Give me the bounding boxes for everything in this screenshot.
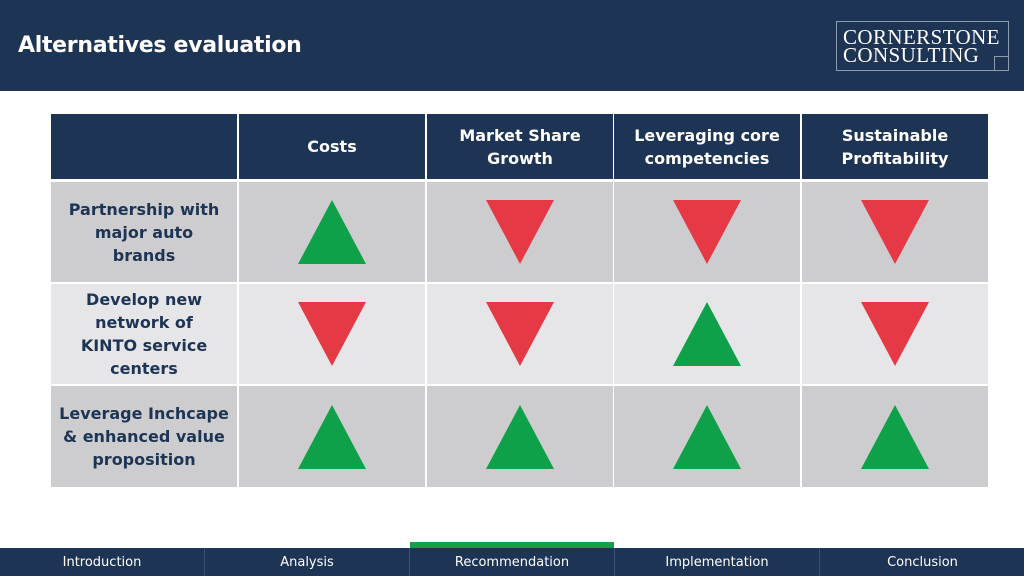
up-triangle-icon bbox=[486, 404, 554, 469]
nav-tab-analysis[interactable]: Analysis bbox=[205, 548, 410, 576]
company-logo: CORNERSTONE CONSULTING bbox=[836, 21, 1009, 71]
nav-tab-recommendation[interactable]: Recommendation bbox=[410, 548, 615, 576]
rating-cell bbox=[239, 284, 425, 384]
rating-cell bbox=[614, 386, 800, 487]
nav-tab-implementation[interactable]: Implementation bbox=[615, 548, 820, 576]
up-triangle-icon bbox=[298, 404, 366, 469]
rating-cell bbox=[427, 182, 613, 282]
evaluation-table: Costs Market Share Growth Leveraging cor… bbox=[51, 114, 988, 487]
active-section-indicator bbox=[410, 542, 614, 548]
column-header-leveraging-core-competencies: Leveraging core competencies bbox=[614, 114, 800, 179]
down-triangle-icon bbox=[673, 200, 741, 264]
rating-cell bbox=[427, 386, 613, 487]
up-triangle-icon bbox=[673, 404, 741, 469]
rating-cell bbox=[239, 386, 425, 487]
down-triangle-icon bbox=[486, 200, 554, 264]
table-corner-cell bbox=[51, 114, 237, 179]
row-label-kinto-service-centers: Develop new network of KINTO service cen… bbox=[51, 284, 237, 384]
row-label-partnership: Partnership with major auto brands bbox=[51, 182, 237, 282]
rating-cell bbox=[427, 284, 613, 384]
rating-cell bbox=[614, 284, 800, 384]
rating-cell bbox=[802, 182, 988, 282]
rating-cell bbox=[239, 182, 425, 282]
column-header-market-share-growth: Market Share Growth bbox=[427, 114, 613, 179]
rating-cell bbox=[802, 386, 988, 487]
nav-tab-introduction[interactable]: Introduction bbox=[0, 548, 205, 576]
page-title: Alternatives evaluation bbox=[18, 33, 302, 58]
down-triangle-icon bbox=[298, 302, 366, 366]
down-triangle-icon bbox=[486, 302, 554, 366]
rating-cell bbox=[802, 284, 988, 384]
down-triangle-icon bbox=[861, 200, 929, 264]
up-triangle-icon bbox=[673, 302, 741, 366]
up-triangle-icon bbox=[861, 404, 929, 469]
logo-line-1: CORNERSTONE bbox=[843, 25, 1000, 49]
row-label-leverage-inchcape: Leverage Inchcape & enhanced value propo… bbox=[51, 386, 237, 487]
section-nav: Introduction Analysis Recommendation Imp… bbox=[0, 548, 1024, 576]
up-triangle-icon bbox=[298, 200, 366, 264]
rating-cell bbox=[614, 182, 800, 282]
down-triangle-icon bbox=[861, 302, 929, 366]
logo-mark bbox=[994, 56, 1008, 70]
logo-line-2: CONSULTING bbox=[843, 43, 980, 67]
header-bar: Alternatives evaluation CORNERSTONE CONS… bbox=[0, 0, 1024, 91]
column-header-costs: Costs bbox=[239, 114, 425, 179]
column-header-sustainable-profitability: Sustainable Profitability bbox=[802, 114, 988, 179]
nav-tab-conclusion[interactable]: Conclusion bbox=[887, 554, 958, 570]
